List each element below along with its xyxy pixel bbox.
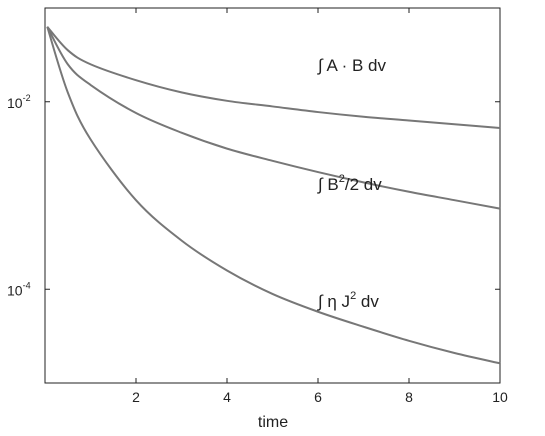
series-line-2	[46, 26, 501, 210]
curves	[46, 26, 501, 365]
series-label-1: ∫ A · B dv	[317, 56, 386, 75]
y-ticks: 10-2 10-4	[7, 93, 500, 298]
plot-frame	[44, 7, 501, 384]
x-tick-label: 6	[314, 389, 322, 405]
x-tick-label: 8	[405, 389, 413, 405]
x-tick-label: 4	[223, 389, 231, 405]
series-line-1	[46, 26, 501, 129]
y-tick-label: 10-2	[7, 93, 31, 111]
curve-labels: ∫ A · B dv ∫ B2/2 dv ∫ η J2 dv	[317, 56, 386, 311]
series-label-3: ∫ η J2 dv	[317, 290, 379, 311]
x-tick-label: 10	[492, 389, 508, 405]
x-tick-label: 2	[132, 389, 140, 405]
series-line-3	[46, 26, 501, 365]
x-ticks: 2 4 6 8 10	[132, 8, 508, 405]
y-tick-label: 10-4	[7, 280, 31, 298]
series-label-2: ∫ B2/2 dv	[317, 173, 382, 194]
x-axis-label: time	[258, 414, 288, 431]
